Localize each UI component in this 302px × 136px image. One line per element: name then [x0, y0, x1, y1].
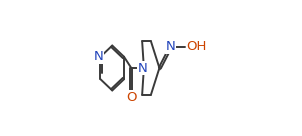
Text: N: N — [94, 50, 104, 63]
Text: N: N — [166, 40, 175, 53]
Text: OH: OH — [186, 40, 207, 53]
Text: O: O — [126, 91, 137, 104]
Text: N: N — [137, 61, 147, 75]
